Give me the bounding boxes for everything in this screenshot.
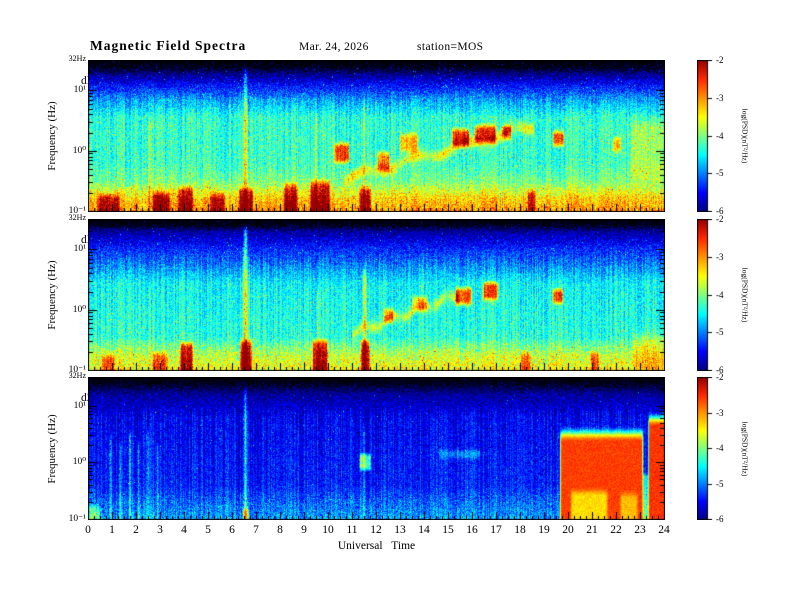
- colorbar-tick-label: -4: [716, 443, 724, 453]
- y-top-label: 32Hz: [68, 54, 86, 63]
- figure-date: Mar. 24, 2026: [299, 41, 369, 53]
- x-tick-label: 8: [277, 524, 283, 536]
- y-axis-label: Frequency (Hz): [46, 101, 58, 171]
- x-tick-label: 15: [442, 524, 454, 536]
- colorbar-tick-label: -4: [716, 130, 724, 141]
- colorbar-tick-label: -3: [716, 251, 724, 262]
- x-tick-label: 16: [466, 524, 478, 536]
- x-tick-label: 19: [538, 524, 550, 536]
- spectrogram-canvas: [88, 377, 665, 520]
- colorbar-tick-label: -2: [716, 214, 724, 224]
- x-tick-label: 14: [418, 524, 430, 536]
- colorbar-tick-label: -3: [716, 92, 724, 103]
- x-tick-label: 13: [394, 524, 406, 536]
- colorbar-tick-label: -5: [716, 478, 724, 489]
- y-tick-label: 10¹: [73, 244, 86, 255]
- colorbar-tick-label: -4: [716, 289, 724, 300]
- y-tick-label: 10¹: [73, 85, 86, 96]
- y-tick-label: 10¹: [73, 400, 86, 411]
- colorbar-tick-label: -6: [716, 365, 724, 375]
- colorbar: [697, 377, 713, 520]
- spectrogram-canvas: [88, 60, 665, 212]
- x-tick-label: 18: [514, 524, 526, 536]
- colorbar-tick-label: -3: [716, 407, 724, 418]
- x-tick-label: 24: [658, 524, 670, 536]
- x-tick-label: 12: [370, 524, 382, 536]
- x-tick-label: 23: [634, 524, 646, 536]
- colorbar-tick-label: -6: [716, 206, 724, 216]
- spectrogram-canvas: [88, 219, 665, 371]
- y-top-label: 32Hz: [68, 213, 86, 222]
- x-tick-label: 6: [229, 524, 235, 536]
- x-tick-label: 3: [157, 524, 163, 536]
- x-tick-label: 0: [85, 524, 91, 536]
- x-tick-label: 21: [586, 524, 598, 536]
- y-axis-label: Frequency (Hz): [46, 260, 58, 330]
- y-tick-label: 10⁰: [72, 304, 86, 315]
- x-tick-label: 22: [610, 524, 622, 536]
- x-tick-label: 17: [490, 524, 502, 536]
- colorbar-tick-label: -5: [716, 327, 724, 338]
- y-tick-label: 10⁻¹: [68, 206, 86, 216]
- x-tick-label: 7: [253, 524, 259, 536]
- y-tick-label: 10⁰: [72, 457, 86, 468]
- y-tick-label: 10⁻¹: [68, 365, 86, 375]
- colorbar-tick-label: -2: [716, 55, 724, 65]
- colorbar: [697, 60, 713, 212]
- y-axis-label: Frequency (Hz): [46, 413, 58, 484]
- x-tick-label: 5: [205, 524, 211, 536]
- y-tick-label: 10⁰: [72, 145, 86, 156]
- y-top-label: 32Hz: [68, 371, 86, 380]
- x-tick-label: 20: [562, 524, 574, 536]
- x-tick-label: 11: [346, 524, 358, 536]
- x-tick-label: 2: [133, 524, 139, 536]
- colorbar-label: log(PSD)(nT²/Hz): [740, 108, 750, 164]
- colorbar-label: log(PSD)(nT²/Hz): [740, 267, 750, 323]
- colorbar-tick-label: -5: [716, 168, 724, 179]
- x-tick-label: 4: [181, 524, 187, 536]
- y-tick-label: 10⁻¹: [68, 514, 86, 524]
- colorbar-tick-label: -2: [716, 372, 724, 382]
- x-tick-label: 9: [301, 524, 307, 536]
- colorbar-tick-label: -6: [716, 514, 724, 524]
- x-tick-label: 10: [322, 524, 334, 536]
- colorbar-label: log(PSD)(nT²/Hz): [740, 421, 750, 476]
- x-tick-label: 1: [109, 524, 115, 536]
- colorbar: [697, 219, 713, 371]
- figure-title: Magnetic Field Spectra: [90, 38, 247, 53]
- figure-station: station=MOS: [417, 41, 484, 53]
- x-axis-label: Universal Time: [337, 540, 416, 552]
